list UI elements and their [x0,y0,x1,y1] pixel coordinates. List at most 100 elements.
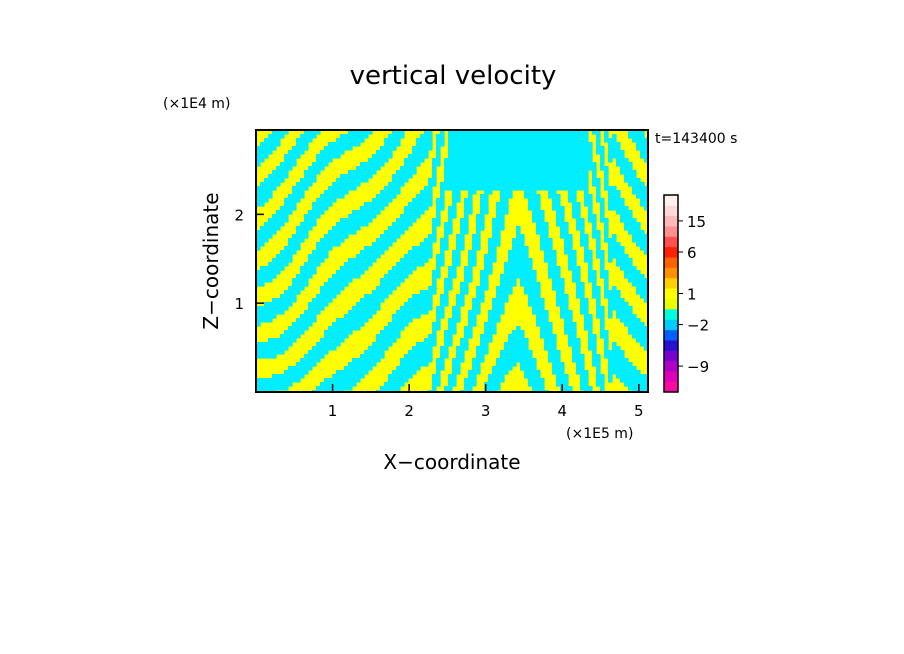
field-cell [560,286,565,291]
field-cell [456,262,461,267]
field-cell [364,170,369,175]
field-cell [536,378,541,383]
field-cell [296,242,301,247]
field-cell [380,198,385,203]
field-cell [296,238,301,243]
field-cell [312,270,317,275]
field-cell [628,178,633,183]
field-cell [428,302,433,307]
field-cell [324,302,329,307]
field-cell [348,186,353,191]
field-cell [612,294,617,299]
field-cell [464,214,469,219]
field-cell [448,270,453,275]
field-cell [596,286,601,291]
field-cell [500,350,505,355]
field-cell [436,362,441,367]
field-cell [560,370,565,375]
field-cell [304,186,309,191]
field-cell [608,242,613,247]
field-cell [368,306,373,311]
field-cell [468,154,473,159]
field-cell [448,334,453,339]
field-cell [404,206,409,211]
field-cell [424,290,429,295]
field-cell [620,362,625,367]
field-cell [288,378,293,383]
field-cell [644,194,648,199]
field-cell [636,194,641,199]
field-cell [312,306,317,311]
field-cell [632,270,637,275]
field-cell [404,366,409,371]
field-cell [404,258,409,263]
field-cell [360,222,365,227]
field-cell [472,166,477,171]
field-cell [352,306,357,311]
field-cell [528,198,533,203]
field-cell [408,270,413,275]
field-cell [500,170,505,175]
field-cell [316,154,321,159]
field-cell [588,326,593,331]
field-cell [528,286,533,291]
field-cell [572,266,577,271]
field-cell [596,246,601,251]
field-cell [556,146,561,151]
field-cell [436,134,441,139]
field-cell [524,338,529,343]
field-cell [336,238,341,243]
field-cell [412,146,417,151]
field-cell [340,386,345,391]
field-cell [392,230,397,235]
field-cell [368,350,373,355]
field-cell [568,338,573,343]
field-cell [536,214,541,219]
field-cell [464,334,469,339]
field-cell [376,358,381,363]
field-cell [516,230,521,235]
field-cell [520,254,525,259]
field-cell [540,186,545,191]
field-cell [568,158,573,163]
field-cell [628,318,633,323]
field-cell [484,162,489,167]
field-cell [332,278,337,283]
field-cell [428,238,433,243]
field-cell [440,130,445,135]
field-cell [424,310,429,315]
y-axis-ticks: 12 [234,206,264,313]
field-cell [588,254,593,259]
field-cell [348,274,353,279]
field-cell [300,374,305,379]
field-cell [456,234,461,239]
field-cell [344,378,349,383]
field-cell [372,254,377,259]
field-cell [480,294,485,299]
field-cell [356,314,361,319]
field-cell [396,266,401,271]
field-cell [368,310,373,315]
field-cell [580,150,585,155]
field-cell [340,270,345,275]
field-cell [492,182,497,187]
field-cell [328,230,333,235]
field-cell [308,178,313,183]
field-cell [428,198,433,203]
field-cell [300,278,305,283]
field-cell [580,242,585,247]
field-cell [628,362,633,367]
field-cell [328,158,333,163]
field-cell [352,366,357,371]
field-cell [400,322,405,327]
field-cell [524,134,529,139]
field-cell [296,322,301,327]
field-cell [572,330,577,335]
field-cell [484,186,489,191]
field-cell [308,314,313,319]
field-cell [568,386,573,391]
field-cell [284,330,289,335]
field-cell [548,326,553,331]
field-cell [272,130,277,135]
